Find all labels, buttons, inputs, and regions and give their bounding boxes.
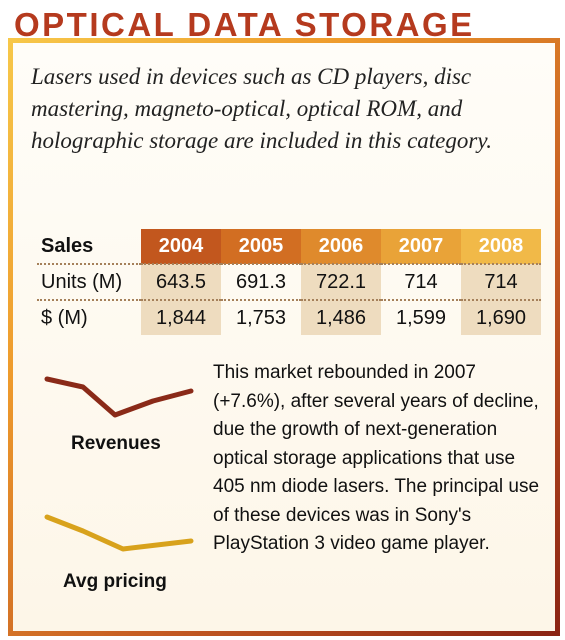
revenues-trend-line bbox=[44, 376, 194, 418]
revenues-trend-icon bbox=[44, 376, 194, 418]
table-cell: 1,690 bbox=[461, 300, 541, 335]
table-cell: 1,753 bbox=[235, 306, 287, 329]
avg-pricing-trend-line bbox=[44, 514, 194, 552]
table-header-label: Sales bbox=[37, 229, 141, 265]
table-cell: 691.3 bbox=[221, 264, 301, 301]
year-header: 2005 bbox=[221, 229, 301, 265]
table-cell: 722.1 bbox=[301, 264, 381, 301]
table-header-row: Sales 2004 2005 2006 2007 2008 bbox=[37, 229, 541, 265]
year-header: 2004 bbox=[141, 229, 221, 265]
table-row: $ (M) 1,844 1,753 1,486 1,599 1,690 bbox=[37, 300, 541, 335]
table-row: Units (M) 643.5 691.3 722.1 714 714 bbox=[37, 264, 541, 301]
row-label: Units (M) bbox=[37, 264, 141, 301]
table-cell: 1,844 bbox=[141, 300, 221, 335]
content-frame: Lasers used in devices such as CD player… bbox=[8, 38, 560, 636]
year-header: 2006 bbox=[301, 229, 381, 265]
content-panel: Lasers used in devices such as CD player… bbox=[13, 43, 555, 631]
intro-text: Lasers used in devices such as CD player… bbox=[31, 64, 493, 153]
table-cell: 714 bbox=[381, 264, 461, 301]
page-title: OPTICAL DATA STORAGE bbox=[14, 6, 475, 43]
revenues-legend-label: Revenues bbox=[71, 433, 161, 454]
avg-pricing-trend-icon bbox=[44, 514, 194, 552]
avg-pricing-legend-label: Avg pricing bbox=[63, 571, 167, 592]
table-cell: 1,486 bbox=[301, 300, 381, 335]
year-header: 2008 bbox=[461, 229, 541, 265]
table-cell: 714 bbox=[461, 264, 541, 301]
table-cell: 643.5 bbox=[141, 264, 221, 301]
row-label: $ (M) bbox=[41, 306, 88, 329]
table-cell: 1,599 bbox=[395, 306, 447, 329]
sales-table: Sales 2004 2005 2006 2007 2008 Units (M)… bbox=[37, 229, 541, 335]
year-header: 2007 bbox=[381, 229, 461, 265]
description-text: This market rebounded in 2007 (+7.6%), a… bbox=[213, 362, 540, 554]
